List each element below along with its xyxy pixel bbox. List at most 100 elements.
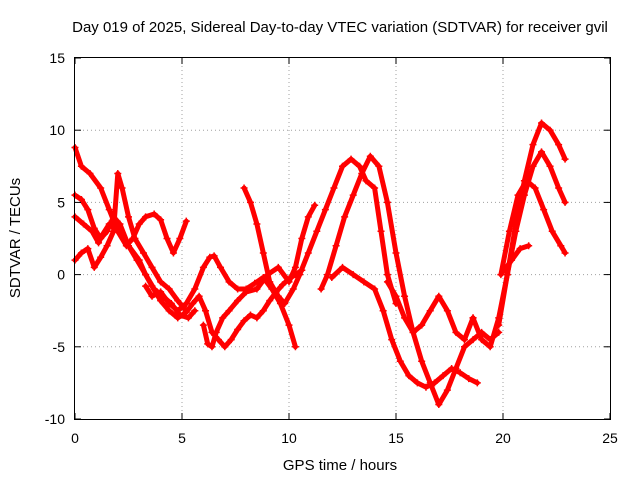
data-point — [139, 249, 147, 257]
data-point — [347, 155, 355, 163]
data-point — [561, 249, 569, 257]
series-track-6 — [200, 202, 318, 350]
data-point — [358, 170, 366, 178]
series-track-8 — [318, 153, 502, 408]
x-tick-label: 5 — [178, 430, 186, 446]
data-point — [246, 311, 254, 319]
data-point — [317, 285, 325, 293]
data-point — [371, 184, 379, 192]
data-point — [426, 307, 434, 315]
data-series — [71, 119, 569, 409]
data-point — [375, 162, 383, 170]
data-point — [199, 263, 207, 271]
data-point — [291, 343, 299, 351]
data-point — [379, 307, 387, 315]
data-point — [274, 263, 282, 271]
data-point — [529, 141, 537, 149]
x-axis-label: GPS time / hours — [283, 457, 397, 474]
data-point — [217, 263, 225, 271]
data-point — [165, 307, 173, 315]
data-point — [240, 184, 248, 192]
data-point — [182, 307, 190, 315]
data-point — [95, 239, 103, 247]
data-point — [125, 213, 132, 221]
data-point — [296, 271, 304, 279]
data-point — [540, 206, 548, 214]
data-point — [413, 379, 421, 387]
data-point — [176, 235, 184, 242]
data-point — [538, 119, 546, 127]
data-point — [157, 288, 165, 296]
data-point — [388, 336, 396, 344]
data-point — [259, 249, 267, 257]
data-point — [525, 242, 533, 250]
data-point — [227, 336, 235, 344]
data-point — [174, 297, 182, 305]
data-point — [225, 307, 233, 315]
data-point — [212, 328, 220, 336]
data-point — [401, 314, 409, 322]
data-point — [516, 245, 524, 253]
data-point — [202, 307, 210, 315]
y-tick-label: 15 — [49, 50, 65, 66]
data-point — [304, 213, 312, 221]
data-point — [469, 314, 477, 322]
data-point — [555, 141, 563, 149]
data-point — [90, 224, 98, 232]
x-tick-label: 0 — [71, 430, 79, 446]
data-point — [392, 249, 400, 257]
data-point — [486, 343, 494, 351]
data-point — [383, 278, 391, 286]
y-tick-label: 0 — [57, 267, 65, 283]
data-point — [142, 282, 150, 290]
data-point — [165, 285, 173, 293]
data-point — [443, 307, 451, 315]
data-point — [469, 336, 477, 344]
data-point — [422, 383, 430, 391]
data-point — [495, 321, 503, 329]
data-point — [418, 357, 426, 365]
data-point — [349, 191, 357, 199]
data-point — [531, 184, 539, 192]
data-point — [189, 299, 197, 307]
data-point — [97, 235, 105, 242]
data-point — [84, 206, 92, 214]
data-point — [125, 242, 132, 250]
data-point — [505, 227, 513, 235]
data-point — [118, 184, 126, 192]
data-point — [77, 196, 85, 204]
data-point — [512, 227, 520, 235]
data-point — [80, 220, 88, 228]
data-point — [409, 328, 417, 336]
data-point — [561, 155, 569, 163]
data-point — [383, 198, 391, 206]
data-point — [234, 325, 242, 333]
y-axis-label: SDTVAR / TECUs — [7, 178, 24, 298]
data-point — [557, 242, 565, 250]
data-point — [266, 297, 274, 305]
data-point — [431, 379, 439, 387]
grid-lines — [75, 58, 610, 419]
data-point — [150, 210, 158, 218]
data-point — [163, 235, 171, 242]
data-point — [418, 321, 426, 329]
data-point — [191, 285, 199, 293]
data-point — [356, 162, 364, 170]
data-point — [221, 343, 229, 351]
data-point — [514, 191, 522, 199]
data-point — [371, 285, 379, 293]
data-point — [253, 285, 261, 293]
data-point — [360, 278, 368, 286]
data-point — [204, 340, 212, 348]
data-point — [133, 256, 141, 264]
y-axis-ticks: -10 -5 0 5 10 15 — [45, 50, 610, 427]
data-point — [332, 242, 340, 250]
data-point — [103, 227, 111, 235]
data-point — [478, 336, 486, 344]
data-point — [148, 292, 156, 300]
data-point — [456, 369, 464, 377]
data-point — [465, 375, 473, 383]
data-point — [157, 278, 165, 286]
data-point — [253, 314, 261, 322]
